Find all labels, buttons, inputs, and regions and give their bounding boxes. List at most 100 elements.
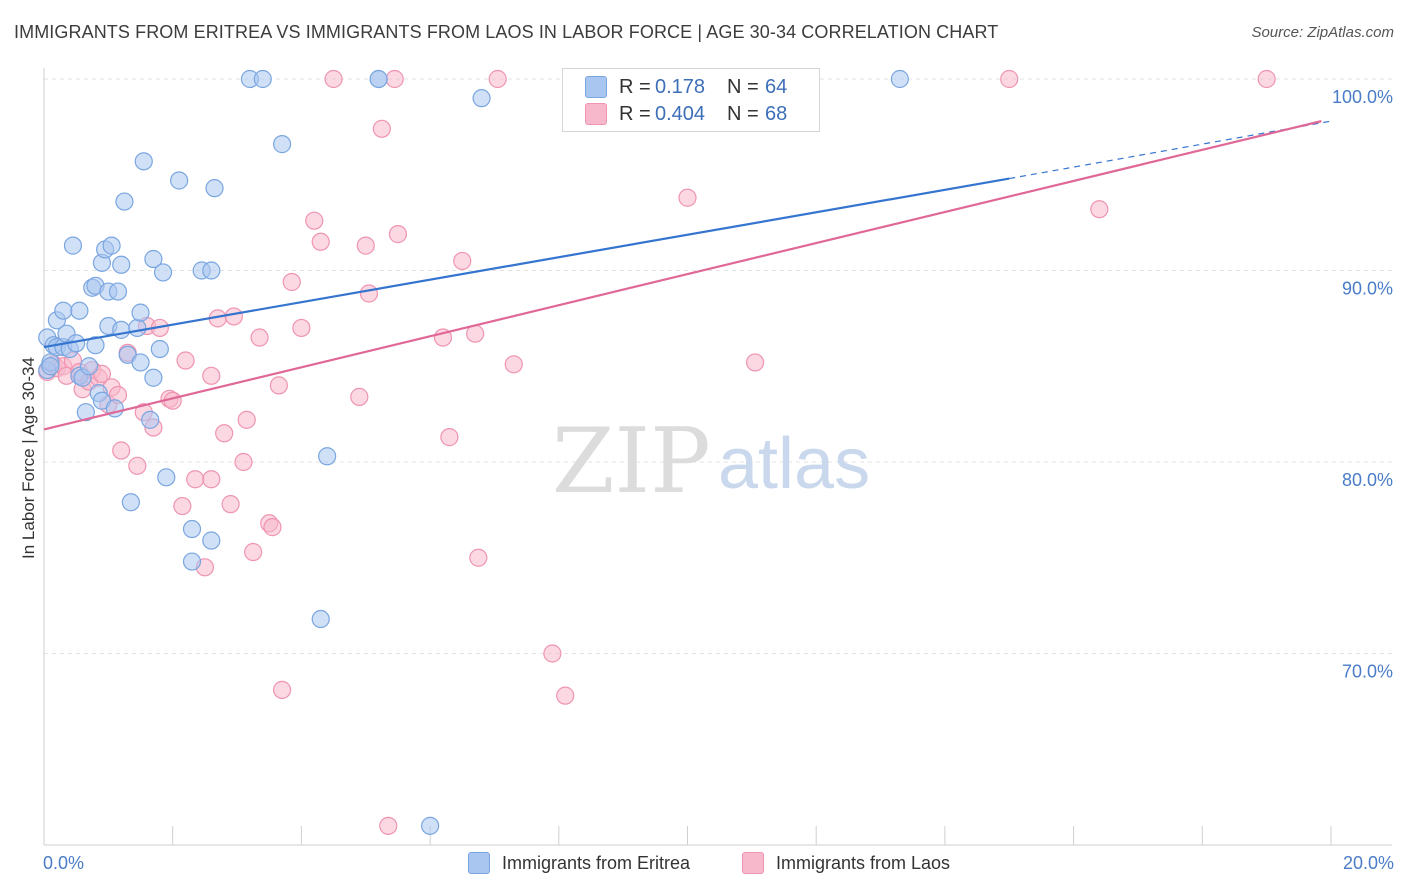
laos-point (359, 284, 379, 303)
watermark-zip: ZIP (552, 409, 711, 514)
laos-point (678, 188, 697, 207)
n-label: N = (727, 102, 759, 125)
laos-point (215, 424, 234, 443)
watermark: ZIP atlas (552, 409, 870, 514)
y-tick-label: 100.0% (1332, 87, 1393, 107)
eritrea-point (144, 368, 163, 387)
laos-point (356, 236, 375, 255)
eritrea-point (86, 336, 105, 355)
laos-point (263, 518, 282, 537)
eritrea-point (41, 357, 60, 376)
laos-point (543, 644, 562, 663)
legend-row-eritrea: R = 0.178 N = 64 (585, 74, 787, 100)
chart-title: IMMIGRANTS FROM ERITREA VS IMMIGRANTS FR… (14, 22, 999, 42)
series-legend: Immigrants from Eritrea Immigrants from … (0, 852, 1406, 878)
eritrea-point (421, 816, 440, 835)
laos-n-value: 68 (765, 102, 788, 125)
y-tick-labels: 70.0% 80.0% 90.0% 100.0% (1332, 87, 1393, 682)
eritrea-point (102, 236, 121, 255)
eritrea-point (170, 171, 189, 190)
eritrea-legend-label: Immigrants from Eritrea (502, 852, 691, 873)
r-label: R = (619, 102, 651, 125)
laos-legend-swatch (742, 852, 764, 874)
eritrea-point (318, 447, 337, 466)
laos-point (244, 542, 263, 562)
eritrea-n-value: 64 (765, 75, 788, 98)
eritrea-point (311, 609, 330, 629)
laos-point (745, 353, 765, 372)
laos-point (1090, 200, 1109, 219)
laos-point (488, 69, 507, 89)
laos-point (234, 452, 253, 472)
laos-point (469, 548, 488, 567)
eritrea-point (182, 552, 202, 571)
laos-point (350, 387, 369, 406)
laos-point (202, 470, 221, 489)
laos-point (372, 119, 391, 138)
laos-point (224, 307, 243, 326)
eritrea-point (253, 69, 272, 89)
r-label: R = (619, 75, 651, 98)
eritrea-r-value: 0.178 (655, 75, 706, 98)
laos-point (186, 470, 205, 489)
axes (43, 68, 1392, 846)
eritrea-point (272, 135, 292, 154)
laos-point (221, 495, 240, 514)
eritrea-point (157, 468, 176, 487)
eritrea-point (472, 89, 491, 108)
grid-lines (44, 78, 1392, 654)
eritrea-point (150, 339, 169, 359)
eritrea-point (202, 261, 221, 280)
laos-swatch (585, 103, 607, 125)
laos-point (173, 496, 192, 516)
legend-item-eritrea[interactable]: Immigrants from Eritrea (468, 852, 690, 874)
laos-point (388, 225, 408, 244)
laos-point (556, 686, 575, 705)
laos-point (504, 355, 523, 374)
eritrea-point (205, 179, 224, 198)
eritrea-point (112, 255, 131, 274)
eritrea-point (76, 403, 95, 422)
n-label: N = (727, 75, 759, 98)
y-tick-label: 90.0% (1342, 279, 1393, 299)
laos-point (282, 272, 301, 292)
laos-point (176, 351, 195, 370)
eritrea-point (134, 152, 153, 171)
y-tick-label: 80.0% (1342, 470, 1393, 490)
laos-point (385, 69, 404, 89)
eritrea-point (141, 410, 160, 429)
eritrea-point (128, 318, 147, 338)
eritrea-point (108, 282, 128, 301)
x-tick-label-min: 0.0% (43, 853, 84, 873)
eritrea-point (131, 353, 150, 372)
watermark-atlas: atlas (718, 424, 870, 504)
eritrea-point (121, 493, 140, 512)
eritrea-points (38, 69, 909, 835)
eritrea-point (63, 236, 83, 255)
stats-legend: R = 0.178 N = 64 R = 0.404 N = 68 (562, 68, 820, 132)
legend-row-laos: R = 0.404 N = 68 (585, 101, 787, 127)
source-label: Source: ZipAtlas.com (1251, 24, 1394, 41)
eritrea-point (202, 531, 221, 550)
eritrea-point (131, 303, 150, 322)
laos-point (112, 441, 131, 460)
legend-item-laos[interactable]: Immigrants from Laos (742, 852, 950, 874)
eritrea-point (890, 69, 909, 89)
laos-point (379, 816, 398, 835)
laos-point (272, 680, 292, 699)
laos-point (237, 410, 256, 429)
laos-point (292, 318, 311, 338)
eritrea-point (79, 357, 99, 376)
laos-point (453, 251, 472, 271)
eritrea-trend-line (43, 177, 1010, 349)
laos-point (324, 69, 343, 89)
laos-point (269, 376, 288, 395)
laos-point (1257, 69, 1276, 89)
laos-legend-label: Immigrants from Laos (776, 852, 951, 873)
laos-point (311, 232, 330, 251)
laos-r-value: 0.404 (655, 102, 706, 125)
laos-point (202, 366, 221, 385)
laos-trend-line (43, 120, 1322, 431)
laos-point (250, 328, 269, 347)
